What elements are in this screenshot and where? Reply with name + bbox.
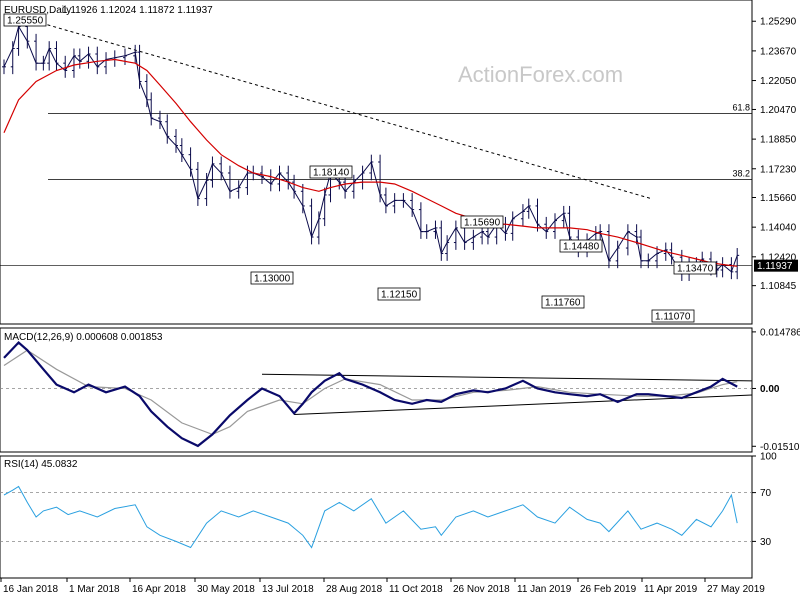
svg-text:1.15690: 1.15690 [464, 218, 501, 229]
price-annotation: 1.25550 [3, 13, 47, 27]
price-tick-label: 1.17230 [760, 164, 797, 175]
macd-line [3, 340, 738, 448]
rsi-line [3, 485, 738, 549]
price-annotation: 1.15690 [460, 215, 504, 229]
x-tick-label: 16 Jan 2018 [3, 584, 58, 595]
fib-level-label: 38.2 [732, 168, 750, 178]
svg-text:1.13000: 1.13000 [254, 274, 291, 285]
x-tick-label: 13 Jul 2018 [262, 584, 314, 595]
rsi-tick-label: 30 [760, 537, 772, 548]
svg-text:1.18140: 1.18140 [313, 168, 350, 179]
price-tick-label: 1.22050 [760, 76, 797, 87]
macd-tick-label: -0.015107 [760, 442, 800, 453]
price-panel: EURUSD,Daily 1.11926 1.12024 1.11872 1.1… [0, 0, 798, 325]
price-tick-label: 1.15660 [760, 193, 797, 204]
x-tick-label: 11 Oct 2018 [389, 584, 443, 595]
watermark-text: ActionForex.com [458, 62, 623, 87]
price-tick-label: 1.12420 [760, 252, 797, 263]
x-tick-label: 16 Apr 2018 [132, 584, 186, 595]
rsi-label: RSI(14) 45.0832 [4, 459, 78, 470]
macd-panel: MACD(12,26,9) 0.000608 0.001853 0.014786… [0, 327, 800, 453]
svg-text:1.14480: 1.14480 [563, 242, 600, 253]
price-bar [735, 248, 740, 280]
x-tick-label: 11 Jan 2019 [517, 584, 572, 595]
svg-text:1.13470: 1.13470 [677, 264, 714, 275]
svg-text:1.12150: 1.12150 [381, 290, 418, 301]
price-tick-label: 1.18850 [760, 135, 797, 146]
price-close-line [3, 25, 738, 275]
price-annotation: 1.13000 [250, 271, 294, 285]
current-price-tag: 1.11937 [754, 259, 798, 272]
x-tick-label: 30 May 2018 [197, 584, 255, 595]
rsi-panel: RSI(14) 45.0832 100 70 30 [0, 452, 777, 579]
fib-level-label: 61.8 [732, 102, 750, 112]
rsi-tick-label: 70 [760, 488, 772, 499]
price-annotation: 1.11070 [651, 309, 695, 323]
price-tick-label: 1.14040 [760, 223, 797, 234]
ohlc-readout: 1.11926 1.12024 1.11872 1.11937 [62, 5, 213, 16]
price-tick-label: 1.25290 [760, 17, 797, 28]
x-tick-label: 1 Mar 2018 [69, 584, 120, 595]
price-annotation: 1.13470 [673, 261, 717, 275]
x-tick-label: 28 Aug 2018 [326, 584, 383, 595]
macd-resistance-line [261, 373, 753, 382]
chart-title: EURUSD,Daily [4, 5, 71, 16]
svg-text:1.25550: 1.25550 [7, 16, 44, 27]
svg-text:1.11070: 1.11070 [655, 312, 691, 323]
price-annotation: 1.14480 [559, 239, 603, 253]
downtrend-line [18, 15, 652, 200]
x-tick-label: 26 Feb 2019 [580, 584, 637, 595]
x-tick-label: 26 Nov 2018 [453, 584, 510, 595]
price-annotation: 1.18140 [309, 165, 353, 179]
price-tick-label: 1.10845 [760, 281, 797, 292]
svg-text:1.11760: 1.11760 [545, 298, 581, 309]
macd-tick-label: 0.014786 [760, 327, 800, 338]
macd-tick-label: 0.00 [760, 384, 780, 395]
price-tick-label: 1.23670 [760, 46, 797, 57]
rsi-tick-label: 100 [760, 452, 777, 463]
x-tick-label: 27 May 2019 [707, 584, 765, 595]
price-annotation: 1.11760 [541, 295, 585, 309]
macd-label: MACD(12,26,9) 0.000608 0.001853 [4, 332, 163, 343]
moving-average-line [3, 58, 738, 267]
price-annotation: 1.12150 [377, 287, 421, 301]
price-tick-label: 1.20470 [760, 105, 797, 116]
svg-text:1.11937: 1.11937 [757, 261, 793, 272]
x-tick-label: 11 Apr 2019 [644, 584, 698, 595]
